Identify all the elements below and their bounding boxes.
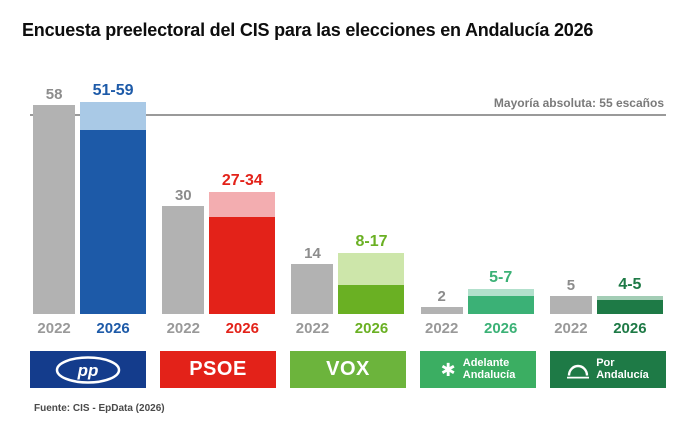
- star-icon: ✱: [440, 359, 456, 380]
- range-segment-por-andalucia: [596, 296, 663, 300]
- solid-segment-adelante-andalucia: [467, 296, 534, 314]
- axis-group-psoe: 2022 2026: [159, 321, 278, 336]
- party-logo-label-por-andalucia: Por Andalucía: [596, 356, 649, 382]
- axis-label-2022-adelante-andalucia: 2022: [425, 320, 459, 337]
- solid-segment-pp: [80, 130, 147, 314]
- arch-icon: [567, 361, 590, 379]
- bar-2022-adelante-andalucia: 2: [420, 287, 463, 314]
- axis-label-2022-psoe: 2022: [166, 320, 200, 337]
- x-axis: 2022 2026 2022 2026 2022 2026 2022 2026 2022 2026: [30, 321, 666, 336]
- logo-line: Andalucía: [596, 368, 649, 381]
- bar-rect-2022-psoe: [162, 206, 205, 314]
- range-label-2026-adelante-andalucia: 5-7: [489, 268, 513, 286]
- svg-text:pp: pp: [77, 361, 99, 380]
- bar-2026-por-andalucia: 4-5: [596, 276, 663, 314]
- party-logo-vox: VOX: [290, 351, 406, 388]
- majority-line: [30, 114, 666, 116]
- axis-label-2026-vox: 2026: [354, 320, 389, 337]
- bar-2022-vox: 14: [291, 244, 334, 314]
- chart-area: Mayoría absoluta: 55 escaños 58 51-59 30 27…: [30, 80, 666, 388]
- bar-rect-2026-psoe: [209, 191, 276, 314]
- party-logo-pp: pp: [30, 351, 146, 388]
- axis-label-2022-por-andalucia: 2022: [554, 320, 588, 337]
- logo-line: Andalucía: [462, 368, 516, 381]
- bar-rect-2022-por-andalucia: [549, 296, 592, 314]
- bar-2026-adelante-andalucia: 5-7: [467, 268, 534, 314]
- range-segment-adelante-andalucia: [467, 288, 534, 296]
- value-label-2022-pp: 58: [45, 86, 63, 104]
- bar-2026-pp: 51-59: [80, 81, 147, 314]
- axis-label-2026-psoe: 2026: [225, 320, 259, 337]
- value-label-2022-psoe: 30: [174, 187, 192, 204]
- bar-rect-2022-adelante-andalucia: [420, 306, 463, 314]
- bar-rect-2026-adelante-andalucia: [467, 288, 534, 314]
- logo-line: Por: [596, 356, 615, 369]
- logo-line: Adelante: [462, 356, 510, 369]
- range-label-2026-pp: 51-59: [92, 81, 134, 99]
- range-segment-vox: [338, 252, 405, 286]
- bar-group-vox: 14 8-17: [288, 80, 407, 314]
- bar-2022-por-andalucia: 5: [549, 277, 592, 314]
- value-label-2022-adelante-andalucia: 2: [437, 287, 446, 305]
- pp-logo-icon: pp: [55, 355, 121, 384]
- axis-label-2022-pp: 2022: [37, 320, 71, 337]
- bar-rect-2026-pp: [80, 101, 147, 314]
- majority-label: Mayoría absoluta: 55 escaños: [493, 96, 664, 110]
- bar-2022-pp: 58: [33, 86, 76, 314]
- bar-group-por-andalucia: 5 4-5: [547, 80, 666, 314]
- bar-rect-2022-pp: [33, 105, 76, 314]
- axis-group-por-andalucia: 2022 2026: [547, 321, 666, 336]
- solid-segment-psoe: [209, 216, 276, 314]
- bar-rect-2022-vox: [291, 263, 334, 314]
- value-label-2022-vox: 14: [304, 244, 321, 262]
- source-note: Fuente: CIS - EpData (2026): [34, 403, 165, 414]
- chart-title: Encuesta preelectoral del CIS para las e…: [22, 20, 594, 40]
- solid-segment-por-andalucia: [596, 299, 663, 314]
- bar-group-adelante-andalucia: 2 5-7: [418, 80, 537, 314]
- range-segment-psoe: [209, 191, 276, 217]
- plot-area: Mayoría absoluta: 55 escaños 58 51-59 30 27…: [30, 80, 666, 314]
- party-logo-label-vox: VOX: [326, 358, 370, 380]
- party-logo-row: pp PSOE VOX ✱ Adelante Andalucía Por Andalucía: [30, 351, 666, 388]
- bar-rect-2026-por-andalucia: [596, 296, 663, 314]
- value-label-2022-por-andalucia: 5: [566, 277, 576, 294]
- range-label-2026-vox: 8-17: [355, 232, 388, 250]
- axis-label-2026-por-andalucia: 2026: [613, 320, 647, 337]
- party-logo-label-adelante-andalucia: Adelante Andalucía: [462, 356, 516, 382]
- range-segment-pp: [80, 101, 147, 131]
- axis-label-2026-pp: 2026: [96, 320, 130, 337]
- axis-group-pp: 2022 2026: [30, 321, 149, 336]
- bar-rect-2026-vox: [338, 252, 405, 314]
- party-logo-label-psoe: PSOE: [189, 358, 247, 380]
- axis-group-adelante-andalucia: 2022 2026: [418, 321, 537, 336]
- bar-group-pp: 58 51-59: [30, 80, 149, 314]
- bar-2026-psoe: 27-34: [209, 171, 276, 314]
- solid-segment-vox: [338, 285, 405, 314]
- bar-2022-psoe: 30: [162, 187, 205, 314]
- axis-group-vox: 2022 2026: [288, 321, 407, 336]
- range-label-2026-psoe: 27-34: [221, 171, 263, 189]
- axis-label-2026-adelante-andalucia: 2026: [484, 320, 518, 337]
- range-label-2026-por-andalucia: 4-5: [618, 276, 642, 294]
- bar-group-psoe: 30 27-34: [159, 80, 278, 314]
- party-logo-psoe: PSOE: [160, 351, 276, 388]
- party-logo-adelante-andalucia: ✱ Adelante Andalucía: [420, 351, 536, 388]
- axis-label-2022-vox: 2022: [295, 320, 330, 337]
- bar-2026-vox: 8-17: [338, 232, 405, 314]
- party-logo-por-andalucia: Por Andalucía: [550, 351, 666, 388]
